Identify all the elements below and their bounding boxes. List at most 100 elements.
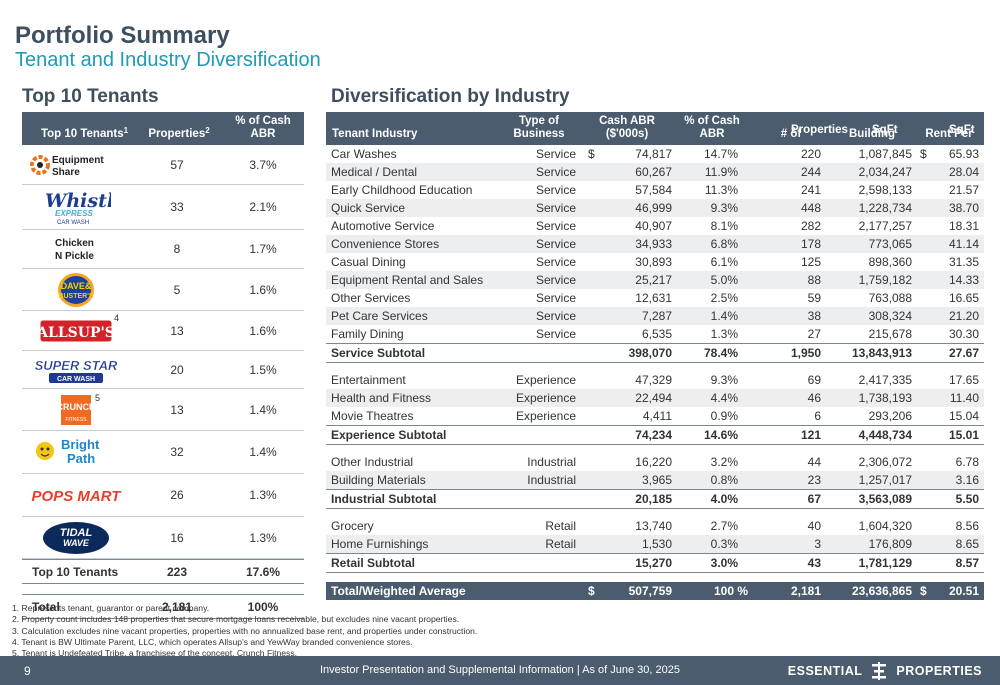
svg-text:Bright: Bright (61, 437, 100, 452)
business-type: Industrial (527, 473, 576, 487)
essential-properties-logo: ESSENTIAL PROPERTIES (787, 662, 982, 680)
bright-path-logo: Bright Path (28, 434, 124, 470)
header-tenants: Top 10 Tenants1 (40, 126, 129, 140)
tenant-abr: 1.3% (249, 488, 277, 502)
page-title: Portfolio Summary (15, 22, 230, 49)
total-rent-dollar: $ (920, 584, 927, 598)
business-type: Service (535, 165, 576, 179)
property-count: 178 (800, 237, 821, 251)
total-label: Total/Weighted Average (331, 584, 466, 598)
pct-abr: 0.3% (710, 537, 738, 551)
cash-abr: 3,965 (641, 473, 672, 487)
header-sqft: Building SqFt 3 (849, 124, 898, 140)
svg-text:CAR WASH: CAR WASH (57, 376, 95, 383)
footnote: 5. Tenant is Undefeated Tribe, a franchi… (12, 648, 298, 659)
property-count: 69 (807, 373, 821, 387)
footnote-marker: 5 (95, 393, 101, 403)
tenant-properties: 13 (170, 402, 184, 417)
rent-per-sqft: 41.14 (948, 237, 979, 251)
industry-row: Equipment Rental and Sales Service 25,217 5… (326, 271, 984, 289)
super-star-car-wash-logo: SUPER STAR CAR WASH (28, 354, 124, 385)
rent-per-sqft: 18.31 (948, 219, 979, 233)
industry-name: Quick Service (331, 201, 406, 215)
svg-text:CAR WASH: CAR WASH (57, 220, 89, 226)
tenant-properties: 20 (170, 362, 184, 377)
pct-abr: 5.0% (710, 273, 738, 287)
subtotal-label: Industrial Subtotal (331, 492, 437, 506)
total-row: Total 2,181 100% (22, 594, 304, 619)
svg-text:N Pickle: N Pickle (55, 251, 94, 262)
svg-text:DAVE&: DAVE& (61, 281, 92, 291)
cash-abr: 57,584 (635, 183, 672, 197)
property-count: 38 (807, 309, 821, 323)
pct-abr: 0.9% (710, 409, 738, 423)
building-sqft: 1,759,182 (858, 273, 912, 287)
industry-name: Early Childhood Education (331, 183, 473, 197)
svg-text:Chicken: Chicken (55, 238, 94, 249)
service-subtotal-row: Service Subtotal 398,070 78.4% 1,950 13,… (326, 343, 984, 363)
tenant-abr: 1.6% (249, 282, 277, 297)
property-count: 23 (807, 473, 821, 487)
rent-per-sqft: 6.78 (955, 455, 979, 469)
pct-abr: 2.7% (710, 519, 738, 533)
pct-abr: 1.3% (710, 327, 738, 341)
cash-abr: 25,217 (635, 273, 672, 287)
pct-abr: 9.3% (710, 373, 738, 387)
experience-subtotal-row: Experience Subtotal 74,234 14.6% 121 4,4… (326, 425, 984, 445)
industry-row: Entertainment Experience 47,329 9.3% 69 2,417… (326, 371, 984, 389)
pct-abr: 1.4% (710, 309, 738, 323)
building-sqft: 1,738,193 (858, 391, 912, 405)
pct-abr: 11.9% (704, 165, 738, 179)
pct-abr: 6.1% (710, 255, 738, 269)
business-type: Experience (515, 373, 576, 387)
rent-per-sqft: 38.70 (948, 201, 979, 215)
tenant-abr: 1.4% (249, 445, 277, 459)
subtotal-abr: 17.6% (245, 565, 281, 579)
tenant-row: CRUNCH FITNESS 5 13 1.4% (22, 389, 304, 431)
tenant-properties: 5 (173, 282, 181, 297)
business-type: Service (535, 201, 576, 215)
svg-text:SUPER STAR: SUPER STAR (35, 358, 118, 373)
industry-name: Pet Care Services (331, 309, 428, 323)
tenant-properties: 8 (173, 242, 181, 256)
industry-name: Health and Fitness (331, 391, 432, 405)
building-sqft: 308,324 (868, 309, 912, 323)
subtotal-rent: 15.01 (948, 428, 979, 442)
property-count: 244 (800, 165, 821, 179)
building-sqft: 773,065 (868, 237, 912, 251)
header-pct-abr: % of Cash ABR (684, 115, 740, 140)
subtotal-properties: 67 (807, 492, 821, 506)
allsups-logo: ALLSUP'S (28, 314, 124, 347)
subtotal-pct: 3.0% (710, 556, 738, 570)
rent-per-sqft: 3.16 (955, 473, 979, 487)
subtotal-label: Service Subtotal (331, 346, 426, 360)
building-sqft: 215,678 (868, 327, 912, 341)
header-cash-abr: % of Cash ABR (235, 115, 291, 140)
footnote: 1. Represents tenant, guarantor or paren… (12, 603, 210, 613)
retail-rows: Grocery Retail 13,740 2.7% 40 1,604,320 8.56 Ho… (326, 517, 984, 553)
rent-per-sqft: 30.30 (948, 327, 979, 341)
total-sqft: 23,636,865 (851, 584, 912, 598)
tenant-abr: 3.7% (249, 157, 277, 172)
tenant-properties: 33 (170, 200, 184, 214)
experience-rows: Entertainment Experience 47,329 9.3% 69 2,417… (326, 371, 984, 425)
total-pct: 100 % (713, 584, 748, 598)
rent-per-sqft: 21.57 (948, 183, 979, 197)
subtotal-label: Experience Subtotal (331, 428, 447, 442)
footer-bar: 9 Investor Presentation and Supplemental… (0, 656, 1000, 685)
header-type: Type of Business (513, 115, 565, 140)
business-type: Service (535, 237, 576, 251)
tenant-properties: 32 (170, 445, 184, 459)
tenant-abr: 1.7% (249, 242, 277, 256)
subtotal-properties: 223 (166, 565, 188, 579)
industry-row: Automotive Service Service 40,907 8.1% 282 2,… (326, 217, 984, 235)
industry-row: Casual Dining Service 30,893 6.1% 125 898,360… (326, 253, 984, 271)
cash-abr: 12,631 (635, 291, 672, 305)
subtotal-pct: 4.0% (710, 492, 738, 506)
header-cash-abr: Cash ABR ($'000s) (599, 115, 655, 140)
svg-text:Equipment: Equipment (52, 155, 104, 166)
building-sqft: 1,604,320 (858, 519, 912, 533)
subtotal-sqft: 1,781,129 (858, 556, 912, 570)
cash-abr: 46,999 (635, 201, 672, 215)
business-type: Service (535, 219, 576, 233)
